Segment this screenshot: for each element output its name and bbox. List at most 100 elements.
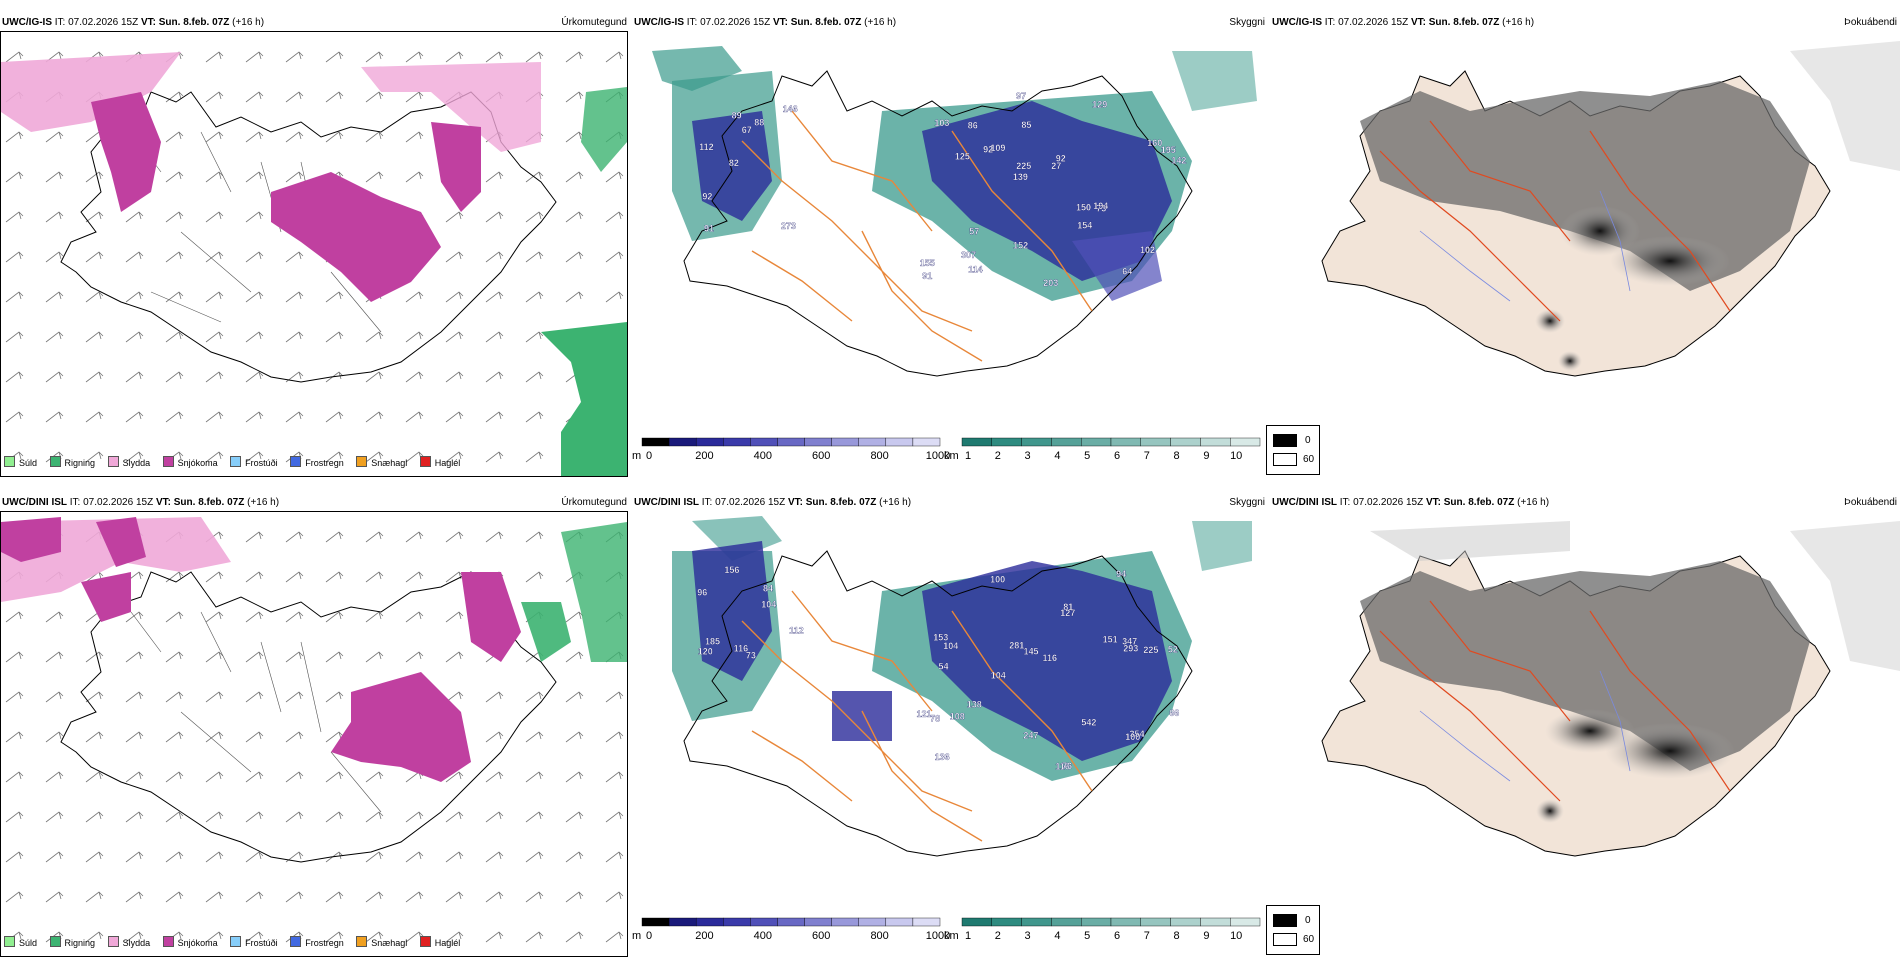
panel-tag: Úrkomutegund <box>561 497 627 508</box>
ceiling-bar-swatch <box>831 437 859 447</box>
vis-bar-tick: 2 <box>995 450 1001 462</box>
panel-title: UWC/DINI ISL IT: 07.02.2026 15Z VT: Sun.… <box>634 497 912 508</box>
ceiling-label: 89 <box>732 110 742 120</box>
vis-bar-tick: 1 <box>965 930 971 942</box>
fog-map <box>1270 511 1900 916</box>
ceiling-bar-tick: 400 <box>754 450 772 462</box>
legend-item: Snjókoma <box>162 456 218 468</box>
ceiling-label: 116 <box>1055 761 1070 771</box>
ceiling-label: 73 <box>746 650 756 660</box>
vis-bar-swatch <box>1021 917 1052 927</box>
ceiling-bar-tick: 600 <box>812 450 830 462</box>
vis-bar-tick: 4 <box>1054 930 1060 942</box>
vis-bar-swatch <box>1051 437 1082 447</box>
ceiling-label: 66 <box>1169 708 1179 718</box>
ceiling-label: 129 <box>1092 99 1107 109</box>
ceiling-label: 145 <box>1024 647 1039 657</box>
ceiling-label: 92 <box>983 145 993 155</box>
ceiling-bar-tick: 600 <box>812 930 830 942</box>
ceiling-bar-unit: m <box>632 930 641 942</box>
ceiling-label: 203 <box>1043 278 1058 288</box>
panel-tag: Úrkomutegund <box>561 17 627 28</box>
ceiling-label: 85 <box>1021 120 1031 130</box>
vis-bar-tick: 3 <box>1025 450 1031 462</box>
legend-item: Snjókoma <box>162 936 218 948</box>
panel-tag: Þokuábendi <box>1844 17 1897 28</box>
vis-bar-swatch <box>1051 917 1082 927</box>
visibility-map: 273 112 146 82 88 91 89 67 92 109 155 307 85 92 73 103 9… <box>632 31 1260 436</box>
ceiling-label: 116 <box>1043 653 1058 663</box>
ceiling-label: 146 <box>783 104 798 114</box>
ceiling-label: 84 <box>763 583 773 593</box>
ceiling-bar-swatch <box>668 917 697 927</box>
ceiling-bar-swatch <box>804 917 832 927</box>
ceiling-label: 153 <box>933 632 948 642</box>
legend-item: Rigning <box>49 456 95 468</box>
visibility-panel-bottom: UWC/DINI ISL IT: 07.02.2026 15Z VT: Sun.… <box>632 495 1268 957</box>
fog-map <box>1270 31 1900 436</box>
ceiling-label: 91 <box>922 271 932 281</box>
ceiling-label: 114 <box>968 264 983 274</box>
fog-panel-bottom: UWC/DINI ISL IT: 07.02.2026 15Z VT: Sun.… <box>1266 495 1900 957</box>
vis-bar-swatch <box>1110 437 1141 447</box>
ceiling-label: 104 <box>943 641 958 651</box>
ceiling-label: 136 <box>935 752 950 762</box>
legend-item: Slydda <box>107 936 150 948</box>
ceiling-label: 142 <box>1171 156 1186 166</box>
ceiling-label: 151 <box>1103 634 1118 644</box>
vis-bar-tick: 3 <box>1025 930 1031 942</box>
ceiling-label: 52 <box>1168 645 1178 655</box>
vis-bar-swatch <box>1200 917 1231 927</box>
ceiling-bar-swatch <box>804 437 832 447</box>
ceiling-label: 156 <box>724 565 739 575</box>
ceiling-bar-swatch <box>858 917 887 927</box>
ceiling-bar-swatch <box>641 437 670 447</box>
ceiling-label: 100 <box>990 574 1005 584</box>
ceiling-label: 293 <box>1123 644 1138 654</box>
legend-item: Frostúði <box>230 456 278 468</box>
ceiling-bar-swatch <box>912 437 941 447</box>
ceiling-bar-swatch <box>885 917 914 927</box>
ceiling-label: 150 <box>1076 202 1091 212</box>
ceiling-label: 104 <box>991 670 1006 680</box>
legend-item: Súld <box>4 456 37 468</box>
vis-bar-swatch <box>991 437 1022 447</box>
ceiling-label: 100 <box>1125 732 1140 742</box>
panel-tag: Skyggni <box>1229 497 1265 508</box>
ceiling-labels: 1568411211673185961041201271161361001041… <box>697 565 1179 772</box>
ceiling-label: 139 <box>1013 172 1028 182</box>
ceiling-bar-swatch <box>723 917 751 927</box>
ceiling-bar-swatch <box>695 437 724 447</box>
ceiling-label: 76 <box>1062 761 1072 771</box>
fog-legend: 0 60 <box>1266 905 1320 955</box>
ceiling-bar-swatch <box>777 917 805 927</box>
vis-bar-tick: 8 <box>1174 450 1180 462</box>
legend-item: Rigning <box>49 936 95 948</box>
ceiling-label: 91 <box>704 223 714 233</box>
ceiling-label: 86 <box>968 120 978 130</box>
vis-bar-tick: 7 <box>1144 930 1150 942</box>
vis-bar-swatch <box>1081 917 1112 927</box>
ceiling-label: 116 <box>734 644 749 654</box>
vis-bar-unit: km <box>944 450 959 462</box>
ceiling-label: 194 <box>1093 201 1108 211</box>
legend-item: Haglél <box>419 456 460 468</box>
ceiling-bar-swatch <box>831 917 859 927</box>
vis-bar-swatch <box>991 917 1022 927</box>
vis-bar-swatch <box>1081 437 1112 447</box>
ceiling-bar-swatch <box>885 437 914 447</box>
ceiling-label: 347 <box>1122 636 1137 646</box>
vis-bar-tick: 6 <box>1114 450 1120 462</box>
ceiling-label: 54 <box>939 662 949 672</box>
ceiling-label: 247 <box>1023 730 1038 740</box>
legend-item: Súld <box>4 936 37 948</box>
legend-item: Snæhagl <box>356 456 407 468</box>
vis-bar-tick: 5 <box>1084 450 1090 462</box>
legend-item: Slydda <box>107 456 150 468</box>
ceiling-label: 97 <box>1016 91 1026 101</box>
ceiling-label: 57 <box>969 226 979 236</box>
vis-bar-tick: 9 <box>1203 450 1209 462</box>
precip-type-panel-top: UWC/IG-IS IT: 07.02.2026 15Z VT: Sun. 8.… <box>0 15 630 477</box>
visibility-panel-top: UWC/IG-IS IT: 07.02.2026 15Z VT: Sun. 8.… <box>632 15 1268 477</box>
